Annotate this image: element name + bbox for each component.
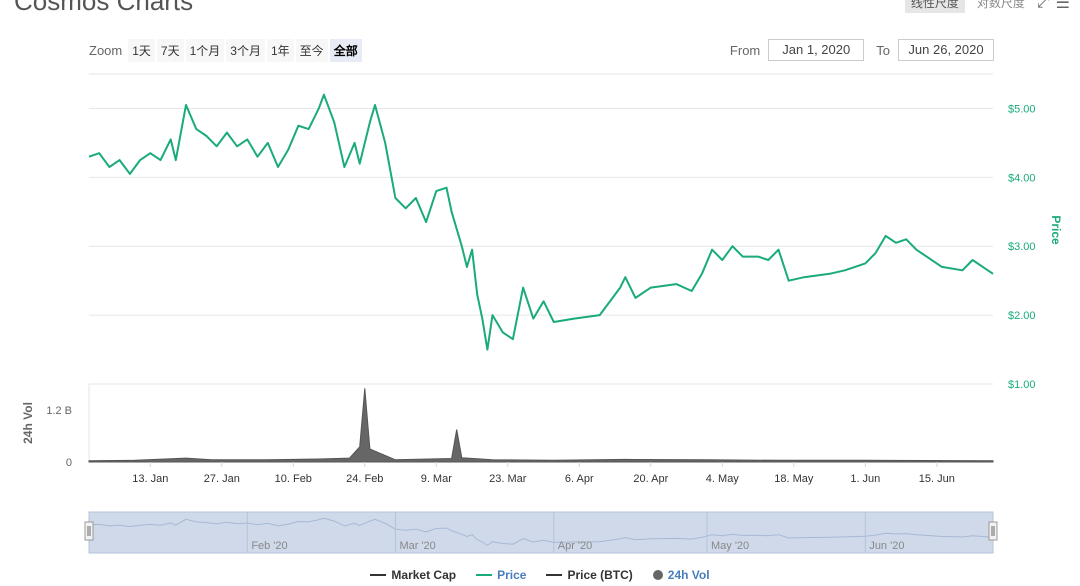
- price-tick-label: $2.00: [1008, 310, 1036, 322]
- zoom-1m-button[interactable]: 1个月: [185, 39, 225, 62]
- price-tick-label: $3.00: [1008, 241, 1036, 253]
- price-tick-label: $1.00: [1008, 379, 1036, 391]
- x-tick-label: 6. Apr: [565, 473, 594, 485]
- from-date-input[interactable]: Jan 1, 2020: [768, 39, 865, 61]
- x-tick-label: 20. Apr: [633, 473, 668, 485]
- legend-price-label: Price: [497, 568, 527, 582]
- legend-price-btc-label: Price (BTC): [567, 568, 633, 582]
- zoom-all-button[interactable]: 全部: [329, 39, 362, 62]
- navigator-label: Apr '20: [558, 540, 593, 552]
- price-tick-label: $5.00: [1008, 103, 1036, 115]
- legend: Market Cap Price Price (BTC) 24h Vol: [0, 568, 1080, 582]
- legend-24h-vol-label: 24h Vol: [667, 568, 710, 582]
- navigator-handle-left[interactable]: [84, 521, 94, 541]
- price-axis-title: Price: [1049, 215, 1063, 245]
- from-label: From: [729, 42, 761, 58]
- legend-24h-vol[interactable]: 24h Vol: [652, 568, 710, 582]
- x-tick-label: 27. Jan: [204, 473, 240, 485]
- volume-axis-title: 24h Vol: [21, 402, 35, 444]
- volume-tick-label: 0: [66, 457, 72, 469]
- zoom-3m-button[interactable]: 3个月: [226, 39, 265, 62]
- price-tick-label: $4.00: [1008, 172, 1036, 184]
- top-toolbar: 线性尺度 对数尺度 ⤢ ☰: [904, 0, 1070, 13]
- x-tick-label: 23. Mar: [489, 473, 527, 485]
- zoom-ytd-button[interactable]: 至今: [295, 39, 328, 62]
- navigator-series: [88, 517, 994, 546]
- x-tick-label: 4. May: [706, 473, 740, 485]
- linear-scale-button[interactable]: 线性尺度: [904, 0, 965, 13]
- volume-area: [88, 388, 994, 463]
- navigator-handle-right[interactable]: [988, 521, 998, 541]
- navigator-label: Feb '20: [251, 540, 287, 552]
- volume-tick-label: 1.2 B: [46, 405, 72, 417]
- page-title: Cosmos Charts: [14, 0, 194, 16]
- zoom-1y-button[interactable]: 1年: [266, 39, 294, 62]
- navigator-label: May '20: [711, 540, 749, 552]
- zoom-bar: Zoom 1天 7天 1个月 3个月 1年 至今 全部: [89, 39, 362, 62]
- x-tick-label: 24. Feb: [346, 473, 383, 485]
- price-line: [88, 93, 994, 351]
- navigator[interactable]: Feb '20 Mar '20 Apr '20 May '20 Jun '20: [84, 511, 998, 554]
- x-tick-label: 1. Jun: [850, 473, 880, 485]
- log-scale-button[interactable]: 对数尺度: [976, 0, 1025, 10]
- date-range: From Jan 1, 2020 To Jun 26, 2020: [730, 39, 994, 61]
- legend-market-cap-label: Market Cap: [391, 568, 457, 582]
- x-tick-label: 10. Feb: [275, 473, 312, 485]
- legend-market-cap[interactable]: Market Cap: [370, 568, 456, 582]
- legend-price-btc[interactable]: Price (BTC): [546, 568, 633, 582]
- expand-icon[interactable]: ⤢: [1036, 0, 1050, 11]
- navigator-label: Mar '20: [399, 540, 435, 552]
- x-tick-label: 9. Mar: [421, 473, 453, 485]
- to-date-input[interactable]: Jun 26, 2020: [898, 39, 994, 61]
- legend-market-cap-marker: [370, 574, 387, 576]
- navigator-label: Jun '20: [869, 540, 904, 552]
- navigator-selection: [88, 511, 994, 554]
- x-tick-label: 18. May: [774, 473, 814, 485]
- menu-icon[interactable]: ☰: [1055, 0, 1070, 12]
- zoom-label: Zoom: [89, 43, 123, 58]
- to-label: To: [876, 42, 890, 58]
- zoom-1d-button[interactable]: 1天: [128, 39, 155, 62]
- zoom-7d-button[interactable]: 7天: [156, 39, 184, 62]
- legend-price[interactable]: Price: [476, 568, 526, 582]
- x-tick-label: 13. Jan: [132, 473, 168, 485]
- x-tick-label: 15. Jun: [919, 473, 955, 485]
- legend-price-btc-marker: [546, 574, 563, 576]
- legend-24h-vol-marker: [652, 570, 663, 580]
- legend-price-marker: [476, 574, 493, 576]
